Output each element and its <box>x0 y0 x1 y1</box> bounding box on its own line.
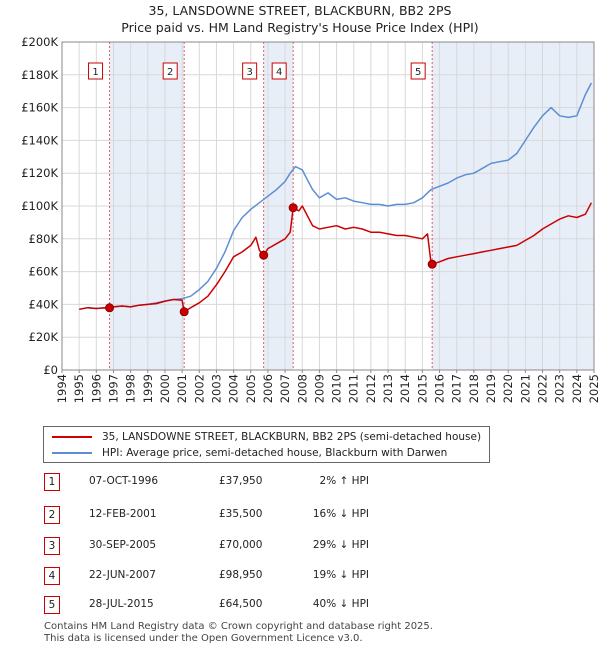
transaction-number: 5 <box>44 596 60 614</box>
x-tick-label: 2006 <box>261 374 275 403</box>
x-tick-label: 1995 <box>72 374 86 403</box>
transaction-row: 3 30-SEP-2005 £70,000 29% ↓ HPI <box>44 537 464 555</box>
x-tick-label: 2017 <box>450 374 464 403</box>
x-tick-label: 2003 <box>209 374 223 403</box>
transaction-date: 12-FEB-2001 <box>89 508 157 520</box>
y-tick-label: £60K <box>29 265 59 279</box>
plot-frame <box>61 41 595 371</box>
footer-copyright: Contains HM Land Registry data © Crown c… <box>44 621 433 632</box>
sale-number-box <box>410 62 426 80</box>
chart-title: 35, LANSDOWNE STREET, BLACKBURN, BB2 2PS <box>148 3 452 18</box>
sale-number-label: 3 <box>246 67 252 78</box>
x-tick-label: 2021 <box>518 374 532 403</box>
x-tick-label: 2016 <box>433 374 447 403</box>
sale-point <box>259 250 269 260</box>
transaction-hpi: 29% ↓ HPI <box>312 539 369 551</box>
x-tick-label: 2001 <box>175 374 189 403</box>
y-tick-label: £140K <box>21 133 58 147</box>
transaction-row: 1 07-OCT-1996 £37,950 2% ↑ HPI <box>44 473 464 491</box>
y-tick-label: £20K <box>29 330 59 344</box>
y-tick-label: £200K <box>21 35 58 49</box>
x-tick-label: 1998 <box>124 374 138 403</box>
chart-legend: 35, LANSDOWNE STREET, BLACKBURN, BB2 2PS… <box>43 426 490 463</box>
x-tick-label: 2004 <box>227 374 241 403</box>
sale-number-label: 1 <box>92 67 98 78</box>
transaction-row: 2 12-FEB-2001 £35,500 16% ↓ HPI <box>44 506 464 524</box>
x-tick-label: 2007 <box>278 374 292 403</box>
transaction-price: £98,950 <box>219 569 263 581</box>
x-tick-label: 2014 <box>398 374 412 403</box>
sale-number-label: 4 <box>276 67 282 78</box>
footer-licence: This data is licensed under the Open Gov… <box>44 633 363 644</box>
sale-point <box>179 307 189 317</box>
y-tick-label: £80K <box>29 232 59 246</box>
legend-label-hpi: HPI: Average price, semi-detached house,… <box>102 447 448 459</box>
transaction-hpi: 2% ↑ HPI <box>319 475 369 487</box>
x-tick-label: 1994 <box>55 374 69 403</box>
transaction-price: £37,950 <box>219 475 263 487</box>
x-tick-label: 2015 <box>415 374 429 403</box>
transaction-date: 22-JUN-2007 <box>89 569 156 581</box>
series-line-property <box>79 202 593 313</box>
sale-point <box>427 259 437 269</box>
x-tick-label: 2024 <box>570 374 584 403</box>
transaction-price: £70,000 <box>219 539 263 551</box>
transaction-row: 5 28-JUL-2015 £64,500 40% ↓ HPI <box>44 596 464 614</box>
legend-item-hpi: HPI: Average price, semi-detached house,… <box>52 446 447 460</box>
transaction-number: 4 <box>44 567 60 585</box>
x-tick-label: 2018 <box>467 374 481 403</box>
sale-number-label: 5 <box>415 67 421 78</box>
transaction-hpi: 40% ↓ HPI <box>312 598 369 610</box>
transaction-number: 3 <box>44 537 60 555</box>
transaction-date: 28-JUL-2015 <box>89 598 154 610</box>
x-tick-label: 2011 <box>347 374 361 403</box>
y-tick-label: £120K <box>21 166 58 180</box>
x-tick-label: 1999 <box>141 374 155 403</box>
transaction-price: £35,500 <box>219 508 263 520</box>
x-tick-label: 2019 <box>484 374 498 403</box>
y-tick-label: £0 <box>43 363 58 377</box>
x-tick-label: 2000 <box>158 374 172 403</box>
x-tick-label: 2012 <box>364 374 378 403</box>
sale-number-label: 2 <box>167 67 173 78</box>
x-tick-label: 2008 <box>295 374 309 403</box>
x-tick-label: 1997 <box>106 374 120 403</box>
y-tick-label: £100K <box>21 199 58 213</box>
sale-point <box>105 303 115 313</box>
x-tick-label: 2020 <box>501 374 515 403</box>
x-tick-label: 2013 <box>381 374 395 403</box>
sale-number-box <box>271 62 287 80</box>
x-tick-label: 2005 <box>244 374 258 403</box>
legend-item-property: 35, LANSDOWNE STREET, BLACKBURN, BB2 2PS… <box>52 430 481 444</box>
x-tick-label: 1996 <box>89 374 103 403</box>
transaction-price: £64,500 <box>219 598 263 610</box>
y-tick-label: £40K <box>29 297 59 311</box>
x-tick-label: 2010 <box>330 374 344 403</box>
x-tick-label: 2002 <box>192 374 206 403</box>
y-tick-label: £160K <box>21 101 58 115</box>
legend-swatch-hpi <box>52 452 92 454</box>
transaction-number: 1 <box>44 473 60 491</box>
y-tick-label: £180K <box>21 68 58 82</box>
transaction-hpi: 19% ↓ HPI <box>312 569 369 581</box>
price-chart: 1 2 3 4 5 £0 £20K £40K £60K £80K £100K £120K £140K £1… <box>21 35 600 403</box>
sale-point <box>288 203 298 213</box>
legend-swatch-property <box>52 436 92 438</box>
x-tick-label: 2025 <box>587 374 600 403</box>
x-tick-label: 2022 <box>536 374 550 403</box>
sale-number-box <box>162 62 178 80</box>
chart-subtitle: Price paid vs. HM Land Registry's House … <box>121 20 479 35</box>
sale-number-box <box>88 62 104 80</box>
transaction-number: 2 <box>44 506 60 524</box>
x-tick-label: 2023 <box>553 374 567 403</box>
transaction-date: 07-OCT-1996 <box>89 475 158 487</box>
sale-number-box <box>242 62 258 80</box>
transaction-date: 30-SEP-2005 <box>89 539 157 551</box>
x-tick-label: 2009 <box>312 374 326 403</box>
legend-label-property: 35, LANSDOWNE STREET, BLACKBURN, BB2 2PS… <box>102 431 482 443</box>
transaction-hpi: 16% ↓ HPI <box>312 508 369 520</box>
transaction-row: 4 22-JUN-2007 £98,950 19% ↓ HPI <box>44 567 464 585</box>
